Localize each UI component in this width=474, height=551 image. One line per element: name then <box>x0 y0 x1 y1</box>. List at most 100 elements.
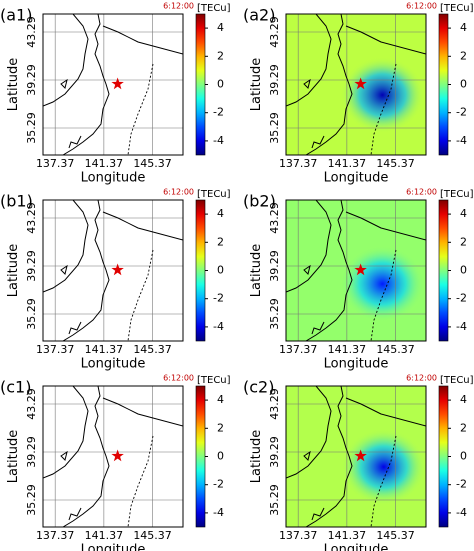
colorbar <box>438 13 449 156</box>
x-tick-label: 141.37 <box>85 529 124 542</box>
x-tick-label: 137.37 <box>279 529 318 542</box>
time-label: 6:12:00 <box>163 188 194 197</box>
panel-label: (a1) <box>0 6 32 25</box>
y-tick-label: 39.29 <box>25 436 38 468</box>
time-label: 6:12:00 <box>406 2 437 11</box>
epicenter-star <box>354 449 367 462</box>
x-axis-label: Longitude <box>81 543 146 551</box>
y-tick-label: 43.29 <box>268 202 281 234</box>
colorbar-tick-label: 0 <box>217 78 224 91</box>
x-tick-label: 141.37 <box>328 343 367 356</box>
x-axis-label: Longitude <box>324 171 389 186</box>
y-tick-label: 35.29 <box>268 484 281 516</box>
map-background <box>43 386 183 527</box>
y-axis-label: Latitude <box>6 430 21 484</box>
map-area <box>43 386 183 527</box>
colorbar-tick-label: 2 <box>217 421 224 434</box>
map-frame <box>285 13 427 156</box>
colorbar-label: [TECu] <box>197 189 231 200</box>
colorbar-tick-label: 0 <box>460 450 467 463</box>
x-tick-label: 145.37 <box>133 529 172 542</box>
colorbar-tick-label: -4 <box>213 320 224 333</box>
heat-minimum <box>340 57 425 133</box>
x-axis-label: Longitude <box>81 171 146 186</box>
colorbar-label: [TECu] <box>197 3 231 14</box>
y-axis-label: Latitude <box>249 58 264 112</box>
map-frame <box>42 13 184 156</box>
y-tick-label: 43.29 <box>25 16 38 48</box>
colorbar-tick-label: -2 <box>213 106 224 119</box>
y-tick-label: 35.29 <box>268 112 281 144</box>
heat-minimum <box>340 245 425 322</box>
y-tick-label: 39.29 <box>25 250 38 282</box>
x-tick-label: 137.37 <box>36 157 75 170</box>
panel: 137.37 141.37 145.37 35.29 39.29 43.29 Longitu… <box>0 374 231 551</box>
colorbar <box>195 13 206 156</box>
map-area <box>43 200 183 341</box>
colorbar <box>195 385 206 528</box>
y-axis-label: Latitude <box>249 430 264 484</box>
x-tick-label: 145.37 <box>133 343 172 356</box>
colorbar-tick-label: 2 <box>460 235 467 248</box>
panel: 137.37 141.37 145.37 35.29 39.29 43.29 Longitu… <box>0 2 231 186</box>
colorbar-label: [TECu] <box>440 375 474 386</box>
x-tick-label: 141.37 <box>85 157 124 170</box>
epicenter-star <box>354 263 367 276</box>
colorbar-tick-label: 2 <box>217 235 224 248</box>
panel-label: (b1) <box>0 192 33 211</box>
epicenter-star <box>111 263 124 276</box>
x-axis-label: Longitude <box>81 357 146 372</box>
colorbar <box>195 199 206 342</box>
map-area <box>286 386 426 527</box>
panel: 137.37 141.37 145.37 35.29 39.29 43.29 Longitu… <box>243 374 474 551</box>
colorbar-tick-label: 0 <box>217 450 224 463</box>
y-tick-label: 39.29 <box>25 64 38 96</box>
x-tick-label: 141.37 <box>328 529 367 542</box>
panel-label: (b2) <box>243 192 276 211</box>
y-tick-label: 43.29 <box>25 388 38 420</box>
epicenter-star <box>111 449 124 462</box>
y-tick-label: 35.29 <box>25 112 38 144</box>
map-frame <box>42 199 184 342</box>
x-tick-label: 137.37 <box>279 157 318 170</box>
y-tick-label: 35.29 <box>268 298 281 330</box>
colorbar-tick-label: -2 <box>456 478 467 491</box>
y-tick-label: 39.29 <box>268 64 281 96</box>
colorbar-tick-label: 2 <box>460 49 467 62</box>
colorbar-tick-label: 0 <box>217 264 224 277</box>
panel-label: (a2) <box>243 6 275 25</box>
map-background <box>43 200 183 341</box>
heat-minimum <box>341 429 426 505</box>
x-tick-label: 141.37 <box>328 157 367 170</box>
colorbar-tick-label: 4 <box>217 207 224 220</box>
map-area <box>43 14 183 155</box>
colorbar-tick-label: -2 <box>213 478 224 491</box>
map-area <box>286 200 426 341</box>
panel-label: (c1) <box>0 378 31 397</box>
colorbar <box>438 199 449 342</box>
y-tick-label: 39.29 <box>268 250 281 282</box>
colorbar-tick-label: -4 <box>456 320 467 333</box>
colorbar-tick-label: -4 <box>213 134 224 147</box>
x-tick-label: 145.37 <box>133 157 172 170</box>
y-axis-label: Latitude <box>6 58 21 112</box>
colorbar-tick-label: 0 <box>460 78 467 91</box>
colorbar-tick-label: 4 <box>460 393 467 406</box>
panel-label: (c2) <box>243 378 274 397</box>
y-tick-label: 43.29 <box>268 16 281 48</box>
colorbar-label: [TECu] <box>197 375 231 386</box>
y-axis-label: Latitude <box>6 244 21 298</box>
time-label: 6:12:00 <box>163 374 194 383</box>
colorbar-tick-label: 2 <box>217 49 224 62</box>
colorbar-tick-label: -4 <box>213 506 224 519</box>
colorbar-tick-label: 4 <box>460 21 467 34</box>
x-tick-label: 145.37 <box>376 157 415 170</box>
colorbar-label: [TECu] <box>440 189 474 200</box>
time-label: 6:12:00 <box>406 374 437 383</box>
epicenter-star <box>354 77 367 90</box>
x-tick-label: 141.37 <box>85 343 124 356</box>
y-tick-label: 43.29 <box>268 388 281 420</box>
y-tick-label: 39.29 <box>268 436 281 468</box>
x-tick-label: 137.37 <box>36 343 75 356</box>
